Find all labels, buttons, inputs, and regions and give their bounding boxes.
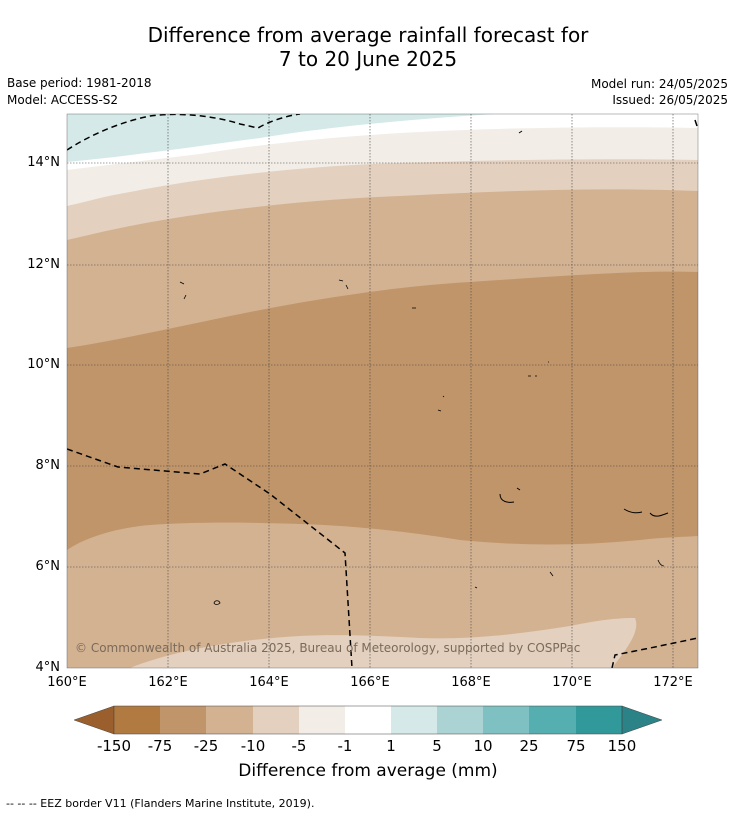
eez-border-north [67,114,301,151]
colorbar-segment-6 [345,706,391,734]
colorbar-tick-5: -1 [337,737,353,755]
colorbar-segment-12 [621,705,663,735]
lat-label-8: 8°N [35,458,61,473]
island-5 [528,361,549,377]
lon-label-166: 166°E [350,675,390,690]
colorbar-tick-2: -25 [193,737,219,755]
lon-label-162: 162°E [148,675,188,690]
band-pale-teal [67,114,494,162]
colorbar-title: Difference from average (mm) [238,761,498,781]
issued-date: Issued: 26/05/2025 [612,93,728,107]
lon-label-160: 160°E [47,675,87,690]
island-1 [213,600,221,605]
model-name: Model: ACCESS-S2 [7,93,119,107]
model-run: Model run: 24/05/2025 [590,77,728,91]
colorbar-tick-1: -75 [147,737,173,755]
colorbar-tick-0: -150 [96,737,132,755]
lat-label-4: 4°N [35,660,61,675]
title-line-1: Difference from average rainfall forecas… [147,23,589,47]
colorbar [73,705,663,735]
eez-border-mid-fragment [499,487,521,503]
island-2 [338,279,349,290]
colorbar-segment-0 [73,705,115,735]
lat-label-14: 14°N [27,155,60,170]
colorbar-segment-7 [391,706,437,734]
island-3 [179,281,187,300]
colorbar-segment-10 [529,706,576,734]
colorbar-segment-4 [253,706,299,734]
lon-label-168: 168°E [451,675,491,690]
colorbar-tick-10: 75 [566,737,586,755]
colorbar-frame [113,705,623,735]
colorbar-segment-3 [206,706,253,734]
colorbar-segment-5 [299,706,345,734]
colorbar-segment-9 [483,706,529,734]
colorbar-tick-7: 5 [432,737,442,755]
island-4 [412,307,445,412]
colorbar-segment-8 [437,706,483,734]
colorbar-tick-11: 150 [607,737,637,755]
band-pale-tan-south [130,618,637,668]
eez-legend-note: -- -- -- EEZ border V11 (Flanders Marine… [6,797,315,810]
colorbar-tick-9: 25 [519,737,539,755]
title-line-2: 7 to 20 June 2025 [278,47,458,71]
colorbar-tick-4: -5 [291,737,307,755]
colorbar-tick-3: -10 [240,737,266,755]
map-credit: © Commonwealth of Australia 2025, Bureau… [75,641,581,655]
colorbar-tick-6: 1 [386,737,396,755]
eez-border-northeast [694,119,698,127]
eez-border-southeast [611,637,698,668]
colorbar-tick-8: 10 [473,737,493,755]
lon-label-172: 172°E [653,675,693,690]
eez-border-west [67,448,353,668]
island-6 [474,559,665,589]
eez-border-small-1 [518,130,523,134]
lat-label-6: 6°N [35,559,61,574]
colorbar-segment-11 [576,706,622,734]
colorbar-segment-2 [160,706,206,734]
map-frame [66,113,699,669]
eez-border-east-fragment [623,508,669,517]
lon-label-170: 170°E [552,675,592,690]
lat-label-10: 10°N [27,357,60,372]
base-period: Base period: 1981-2018 [7,76,152,90]
lat-label-12: 12°N [27,257,60,272]
lon-label-164: 164°E [249,675,289,690]
